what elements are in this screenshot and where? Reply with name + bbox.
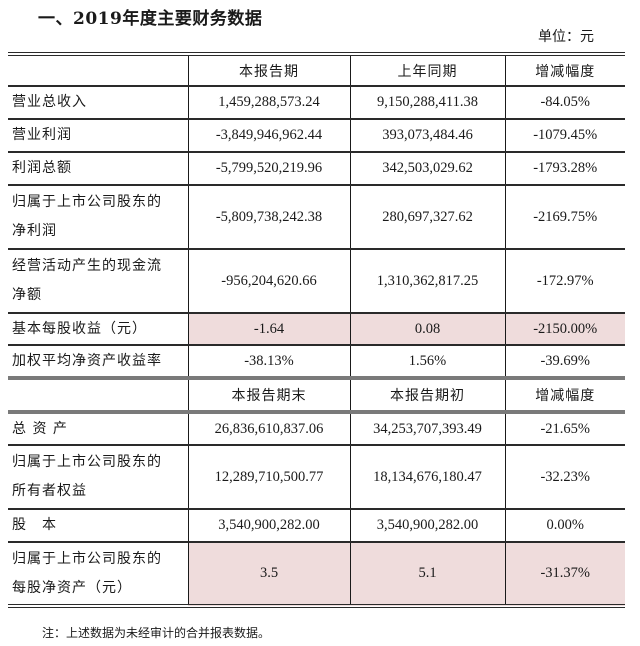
row-label: 总 资 产: [8, 411, 188, 446]
current-value: 1,459,288,573.24: [187, 85, 350, 120]
footnote: 注：上述数据为未经审计的合并报表数据。: [42, 626, 271, 640]
change-value: -1079.45%: [504, 118, 625, 153]
row-label-line2: 每股净资产（元）: [12, 579, 132, 596]
row-label-line1: 归属于上市公司股东的: [12, 194, 162, 210]
table-header-row: 本报告期 上年同期 增减幅度: [8, 52, 625, 87]
prior-value: 5.1: [349, 541, 505, 608]
current-value: -956,204,620.66: [187, 248, 350, 314]
change-value: -2169.75%: [504, 184, 625, 250]
row-label: 营业利润: [8, 118, 188, 153]
current-value: -3,849,946,962.44: [187, 118, 350, 153]
row-label: 营业总收入: [8, 85, 188, 120]
current-value: 3.5: [187, 541, 350, 608]
row-label-line1: 归属于上市公司股东的: [12, 550, 162, 567]
row-label-line2: 净利润: [12, 223, 57, 239]
row-label: 归属于上市公司股东的 净利润: [8, 184, 188, 250]
header-cell-period-end: 本报告期末: [187, 376, 350, 414]
change-value: -39.69%: [504, 344, 625, 379]
prior-value: 280,697,327.62: [349, 184, 505, 250]
table-row: 利润总额 -5,799,520,219.96 342,503,029.62 -1…: [8, 151, 625, 186]
table-row: 营业总收入 1,459,288,573.24 9,150,288,411.38 …: [8, 85, 625, 120]
prior-value: 1,310,362,817.25: [349, 248, 505, 314]
table-subheader-row: 本报告期末 本报告期初 增减幅度: [8, 376, 625, 414]
unit-label: 单位：元: [538, 29, 594, 45]
current-value: 3,540,900,282.00: [187, 508, 350, 543]
row-label: 经营活动产生的现金流 净额: [8, 248, 188, 314]
prior-value: 393,073,484.46: [349, 118, 505, 153]
header-cell-prior: 上年同期: [349, 52, 505, 87]
row-label-line1: 经营活动产生的现金流: [12, 258, 162, 274]
row-label-line1: 归属于上市公司股东的: [12, 454, 162, 470]
change-value: -2150.00%: [504, 312, 625, 346]
prior-value: 0.08: [349, 312, 505, 346]
header-cell-period-start: 本报告期初: [349, 376, 505, 414]
row-label: 利润总额: [8, 151, 188, 186]
table-row: 总 资 产 26,836,610,837.06 34,253,707,393.4…: [8, 411, 625, 446]
header-cell-change: 增减幅度: [504, 52, 625, 87]
row-label: 归属于上市公司股东的 所有者权益: [8, 444, 188, 510]
prior-value: 18,134,676,180.47: [349, 444, 505, 510]
prior-value: 1.56%: [349, 344, 505, 379]
row-label: 基本每股收益（元）: [8, 312, 188, 346]
table-row: 股 本 3,540,900,282.00 3,540,900,282.00 0.…: [8, 508, 625, 543]
prior-value: 3,540,900,282.00: [349, 508, 505, 543]
header-cell-change: 增减幅度: [504, 376, 625, 414]
change-value: 0.00%: [504, 508, 625, 543]
header-cell-current: 本报告期: [187, 52, 350, 87]
prior-value: 34,253,707,393.49: [349, 411, 505, 446]
current-value: -5,799,520,219.96: [187, 151, 350, 186]
row-label-line2: 净额: [12, 287, 42, 303]
prior-value: 9,150,288,411.38: [349, 85, 505, 120]
current-value: -1.64: [187, 312, 350, 346]
table-row: 归属于上市公司股东的 所有者权益 12,289,710,500.77 18,13…: [8, 444, 625, 510]
financial-data-table: 本报告期 上年同期 增减幅度 营业总收入 1,459,288,573.24 9,…: [8, 52, 625, 608]
change-value: -32.23%: [504, 444, 625, 510]
row-label: 加权平均净资产收益率: [8, 344, 188, 379]
change-value: -31.37%: [504, 541, 625, 608]
current-value: 12,289,710,500.77: [187, 444, 350, 510]
section-heading: 一、2019年度主要财务数据: [38, 9, 263, 29]
row-label: 股 本: [8, 508, 188, 543]
table-row-highlighted: 基本每股收益（元） -1.64 0.08 -2150.00%: [8, 312, 625, 346]
table-row-highlighted: 归属于上市公司股东的 每股净资产（元） 3.5 5.1 -31.37%: [8, 541, 625, 608]
table-row: 营业利润 -3,849,946,962.44 393,073,484.46 -1…: [8, 118, 625, 153]
header-cell-blank: [8, 52, 188, 87]
change-value: -21.65%: [504, 411, 625, 446]
change-value: -172.97%: [504, 248, 625, 314]
current-value: -38.13%: [187, 344, 350, 379]
current-value: -5,809,738,242.38: [187, 184, 350, 250]
prior-value: 342,503,029.62: [349, 151, 505, 186]
header-cell-blank: [8, 376, 188, 414]
change-value: -1793.28%: [504, 151, 625, 186]
row-label-line2: 所有者权益: [12, 483, 87, 499]
current-value: 26,836,610,837.06: [187, 411, 350, 446]
table-row: 归属于上市公司股东的 净利润 -5,809,738,242.38 280,697…: [8, 184, 625, 250]
table-row: 加权平均净资产收益率 -38.13% 1.56% -39.69%: [8, 344, 625, 379]
row-label: 归属于上市公司股东的 每股净资产（元）: [8, 541, 188, 608]
change-value: -84.05%: [504, 85, 625, 120]
table-row: 经营活动产生的现金流 净额 -956,204,620.66 1,310,362,…: [8, 248, 625, 314]
